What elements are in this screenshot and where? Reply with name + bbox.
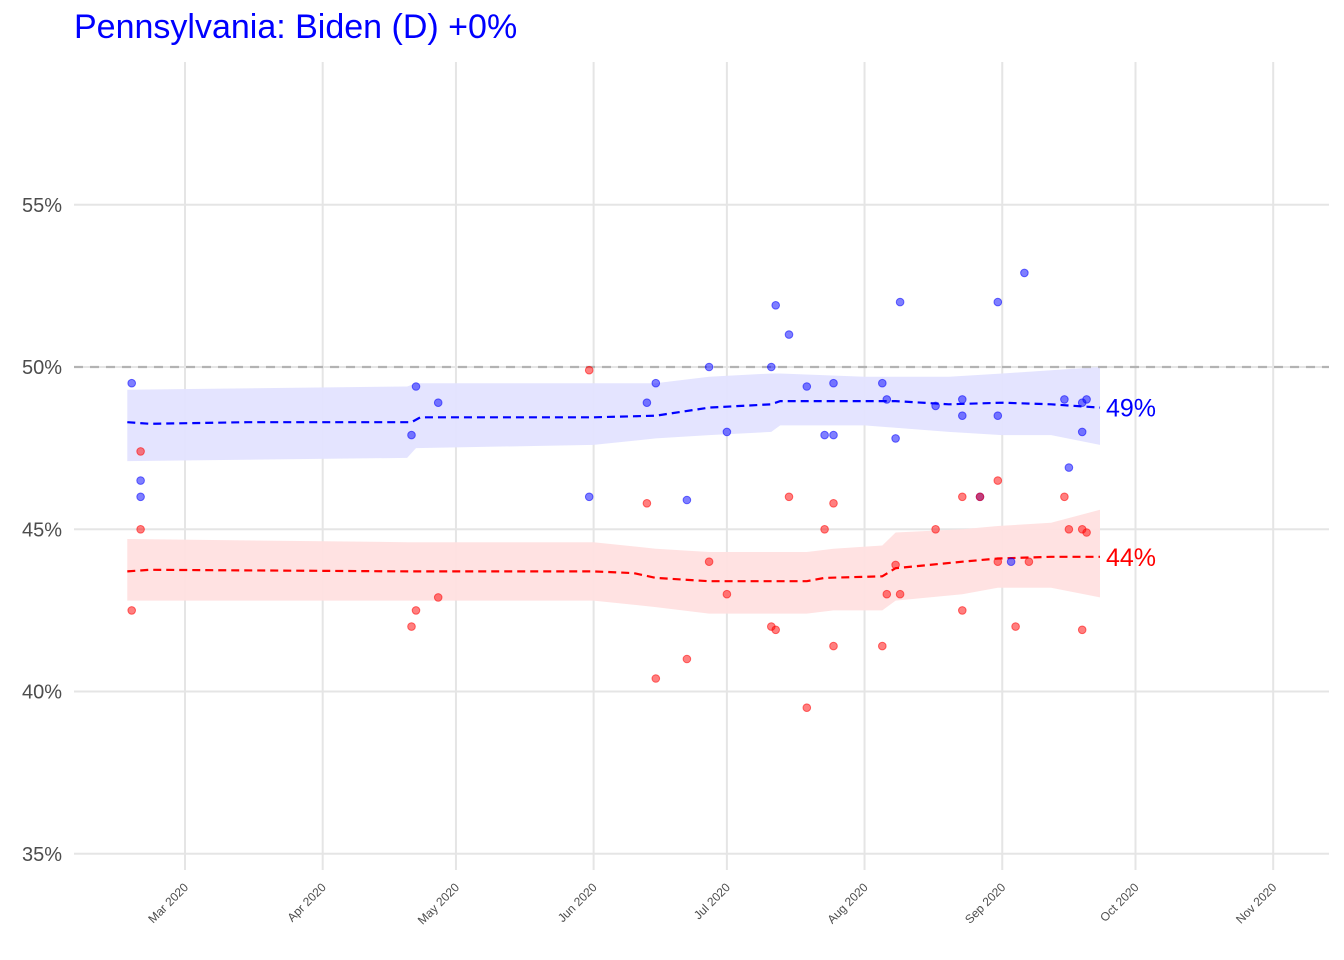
dem-poll-point bbox=[704, 362, 714, 372]
dem-poll-point bbox=[829, 378, 838, 388]
rep-poll-point bbox=[127, 606, 136, 615]
rep-poll-point bbox=[878, 641, 887, 651]
rep-poll-point bbox=[1011, 622, 1020, 631]
rep-poll-point bbox=[651, 674, 661, 683]
rep-poll-point bbox=[1064, 525, 1074, 534]
rep-end-label: 44% bbox=[1106, 544, 1156, 572]
dem-poll-point bbox=[771, 301, 781, 310]
dem-poll-point bbox=[642, 398, 652, 408]
dem-poll-point bbox=[784, 330, 794, 339]
dem-poll-point bbox=[829, 430, 838, 440]
y-tick-label: 40% bbox=[22, 682, 62, 704]
rep-poll-point bbox=[829, 499, 838, 508]
dem-poll-point bbox=[958, 395, 967, 404]
rep-poll-point bbox=[882, 589, 892, 599]
x-tick-label: Sep 2020 bbox=[962, 880, 1008, 926]
rep-poll-point bbox=[411, 606, 421, 615]
x-tick-label: Jun 2020 bbox=[555, 880, 600, 925]
dem-poll-point bbox=[433, 398, 443, 408]
rep-poll-point bbox=[433, 593, 443, 602]
dem-trend-line bbox=[127, 400, 1101, 425]
dem-poll-point bbox=[1020, 268, 1029, 278]
rep-poll-point bbox=[1077, 625, 1087, 635]
rep-poll-point bbox=[958, 492, 967, 502]
rep-poll-point bbox=[993, 476, 1003, 485]
dem-poll-point bbox=[1082, 395, 1091, 404]
dem-poll-point bbox=[993, 297, 1003, 307]
end-labels: 49% 44% bbox=[1106, 395, 1156, 572]
dem-poll-point bbox=[931, 401, 940, 411]
dem-poll-point bbox=[584, 492, 594, 502]
rep-poll-point bbox=[820, 525, 829, 534]
rep-poll-point bbox=[704, 557, 714, 567]
rep-poll-point bbox=[993, 557, 1003, 567]
dem-poll-point bbox=[882, 395, 892, 404]
rep-poll-point bbox=[584, 365, 594, 375]
rep-poll-point bbox=[1024, 557, 1034, 567]
trend-lines bbox=[127, 400, 1101, 583]
rep-confidence-band bbox=[127, 509, 1101, 614]
dem-poll-point bbox=[820, 430, 829, 440]
dem-poll-point bbox=[1064, 463, 1074, 472]
y-tick-label: 45% bbox=[22, 519, 62, 541]
rep-poll-point bbox=[931, 525, 940, 534]
dem-confidence-band bbox=[127, 367, 1101, 462]
dem-poll-point bbox=[1006, 557, 1016, 567]
dem-poll-point bbox=[722, 427, 732, 437]
dem-poll-point bbox=[682, 495, 692, 505]
dem-poll-point bbox=[895, 297, 905, 307]
x-axis-ticks: Mar 2020 Apr 2020 May 2020 Jun 2020 Jul 2020… bbox=[145, 880, 1279, 927]
rep-poll-point bbox=[642, 499, 652, 508]
rep-poll-point bbox=[891, 560, 900, 570]
confidence-bands bbox=[127, 367, 1101, 614]
rep-poll-point bbox=[1082, 528, 1091, 537]
dem-poll-point bbox=[802, 382, 812, 391]
chart-title: Pennsylvania: Biden (D) +0% bbox=[74, 8, 518, 46]
y-tick-label: 55% bbox=[22, 195, 62, 217]
y-tick-label: 35% bbox=[22, 844, 62, 866]
rep-poll-point bbox=[802, 703, 812, 713]
y-axis-ticks: 35% 40% 45% 50% 55% bbox=[22, 195, 62, 866]
x-tick-label: May 2020 bbox=[415, 880, 462, 927]
rep-poll-point bbox=[722, 589, 732, 599]
dem-poll-point bbox=[411, 382, 421, 391]
y-tick-label: 50% bbox=[22, 357, 62, 379]
rep-poll-point bbox=[784, 492, 794, 502]
dem-poll-point bbox=[136, 492, 145, 502]
dem-poll-point bbox=[127, 378, 136, 388]
rep-poll-point bbox=[958, 606, 967, 615]
rep-trend-line bbox=[127, 555, 1100, 583]
dem-poll-point bbox=[136, 476, 145, 485]
dem-poll-point bbox=[891, 434, 900, 443]
rep-poll-point bbox=[771, 625, 781, 635]
rep-poll-point bbox=[136, 525, 145, 534]
x-tick-label: Mar 2020 bbox=[145, 880, 191, 926]
dem-poll-point bbox=[1060, 395, 1069, 404]
x-tick-label: Apr 2020 bbox=[284, 880, 329, 925]
gridlines bbox=[74, 62, 1329, 870]
dem-end-label: 49% bbox=[1106, 395, 1156, 423]
rep-poll-point bbox=[975, 492, 985, 502]
poll-points bbox=[127, 268, 1091, 713]
dem-poll-point bbox=[651, 378, 661, 388]
dem-poll-point bbox=[767, 362, 776, 372]
x-tick-label: Oct 2020 bbox=[1097, 880, 1142, 925]
dem-poll-point bbox=[1077, 427, 1087, 437]
dem-poll-point bbox=[407, 430, 416, 440]
x-tick-label: Aug 2020 bbox=[824, 880, 870, 926]
x-tick-label: Jul 2020 bbox=[691, 880, 733, 922]
rep-poll-point bbox=[895, 589, 905, 599]
dem-poll-point bbox=[958, 411, 967, 421]
rep-poll-point bbox=[1060, 492, 1069, 502]
rep-poll-point bbox=[829, 641, 838, 651]
rep-poll-point bbox=[136, 447, 145, 456]
dem-poll-point bbox=[993, 411, 1003, 421]
dem-poll-point bbox=[878, 378, 887, 388]
rep-poll-point bbox=[407, 622, 416, 631]
x-tick-label: Nov 2020 bbox=[1233, 880, 1279, 926]
rep-poll-point bbox=[682, 654, 692, 664]
